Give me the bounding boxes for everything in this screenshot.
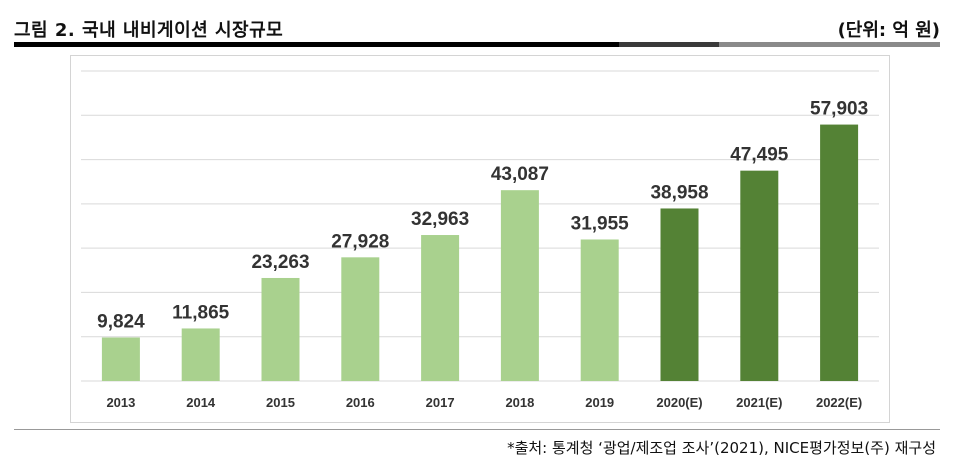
data-label-2015: 23,263 bbox=[251, 252, 309, 273]
bar-chart: 9,824 2013 11,865 2014 23,263 2015 27,928 2016 3… bbox=[81, 70, 879, 410]
bar-2013 bbox=[101, 337, 140, 381]
header-rule bbox=[14, 42, 940, 47]
header-rule-dark bbox=[619, 42, 719, 47]
x-tick-2018: 2018 bbox=[505, 395, 534, 410]
bar-2022(E) bbox=[820, 124, 859, 382]
x-tick-2016: 2016 bbox=[346, 395, 375, 410]
data-label-2018: 43,087 bbox=[491, 164, 549, 185]
data-label-2019: 31,955 bbox=[571, 213, 630, 234]
unit-label: (단위: 억 원) bbox=[837, 20, 940, 41]
data-label-2016: 27,928 bbox=[331, 231, 389, 252]
data-label-2021(E): 47,495 bbox=[730, 145, 789, 166]
data-label-2014: 11,865 bbox=[172, 302, 229, 323]
figure-title: 그림 2. 국내 내비게이션 시장규모 bbox=[14, 20, 284, 41]
data-label-2017: 32,963 bbox=[411, 209, 469, 230]
header-rule-black bbox=[14, 42, 619, 47]
bar-2018 bbox=[500, 190, 539, 381]
x-tick-2017: 2017 bbox=[426, 395, 455, 410]
bar-2016 bbox=[341, 257, 380, 381]
x-tick-2019: 2019 bbox=[585, 395, 614, 410]
bar-2017 bbox=[421, 235, 460, 381]
bar-2015 bbox=[261, 277, 300, 381]
chart-frame: 9,824 2013 11,865 2014 23,263 2015 27,928 2016 3… bbox=[70, 55, 890, 423]
data-label-2013: 9,824 bbox=[97, 311, 145, 332]
x-tick-2022(E): 2022(E) bbox=[816, 395, 862, 410]
x-tick-2015: 2015 bbox=[266, 395, 295, 410]
header-rule-gray bbox=[719, 42, 940, 47]
bar-2019 bbox=[580, 239, 619, 381]
data-label-2022(E): 57,903 bbox=[810, 99, 868, 120]
bar-2020(E) bbox=[660, 208, 699, 381]
bar-2014 bbox=[181, 328, 220, 381]
x-tick-2020(E): 2020(E) bbox=[656, 395, 702, 410]
data-label-2020(E): 38,958 bbox=[650, 182, 708, 203]
footer-rule bbox=[14, 429, 940, 430]
x-tick-2021(E): 2021(E) bbox=[736, 395, 782, 410]
x-tick-2013: 2013 bbox=[106, 395, 135, 410]
figure-header: 그림 2. 국내 내비게이션 시장규모 (단위: 억 원) bbox=[14, 8, 940, 44]
source-note: *출처: 통계청 ‘광업/제조업 조사’(2021), NICE평가정보(주) … bbox=[507, 439, 936, 457]
x-tick-2014: 2014 bbox=[186, 395, 216, 410]
bar-2021(E) bbox=[740, 170, 779, 381]
